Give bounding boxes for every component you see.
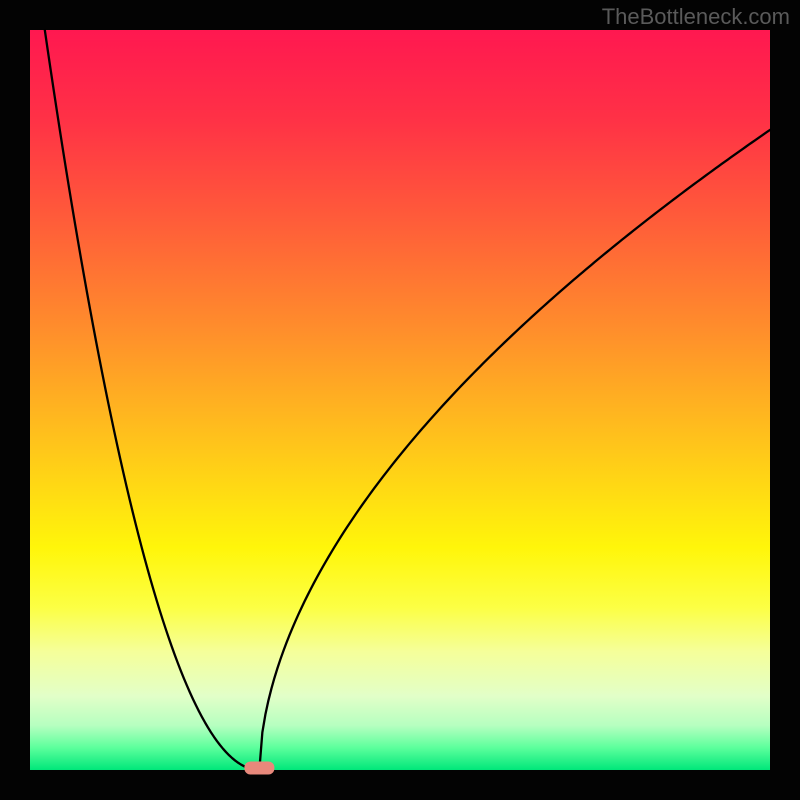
optimum-marker (244, 762, 274, 775)
chart-background (30, 30, 770, 770)
watermark-text: TheBottleneck.com (602, 4, 790, 30)
bottleneck-chart (0, 0, 800, 800)
